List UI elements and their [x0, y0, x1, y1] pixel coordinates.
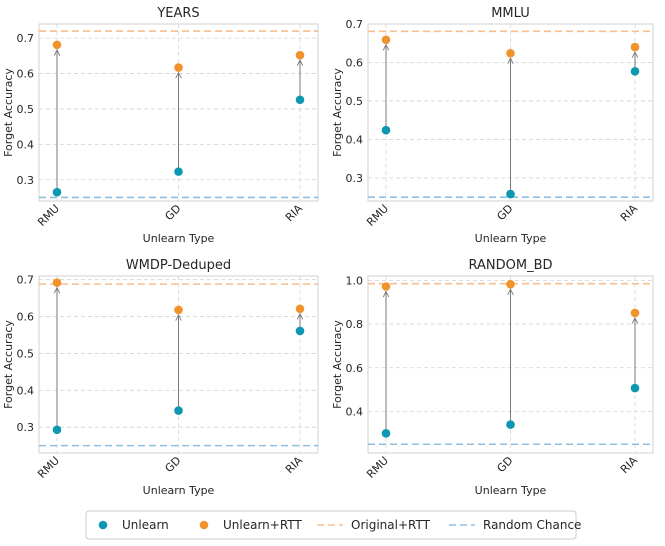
y-axis-label: Forget Accuracy [2, 68, 15, 157]
y-axis-label: Forget Accuracy [2, 320, 15, 409]
y-tick-label: 0.6 [346, 56, 364, 69]
legend-label: Original+RTT [351, 518, 431, 532]
subplot-title: WMDP-Deduped [126, 258, 231, 273]
unlearn-point [295, 326, 305, 336]
y-tick-label: 0.5 [346, 95, 364, 108]
unlearn-point [630, 383, 640, 393]
unlearn-rtt-point [381, 35, 391, 45]
legend-label: Random Chance [483, 518, 581, 532]
unlearn-point [295, 95, 305, 105]
unlearn-rtt-point [295, 304, 305, 314]
y-tick-label: 0.3 [346, 172, 364, 185]
subplot-title: YEARS [156, 6, 199, 21]
unlearn-rtt-point [381, 282, 391, 291]
y-tick-label: 0.4 [346, 133, 364, 146]
legend-marker [98, 520, 108, 530]
unlearn-rtt-point [506, 48, 515, 58]
unlearn-point [506, 189, 515, 199]
unlearn-point [381, 429, 391, 438]
subplot-title: RANDOM_BD [468, 258, 552, 273]
y-tick-label: 0.3 [17, 421, 35, 434]
y-tick-label: 0.4 [346, 405, 364, 418]
unlearn-rtt-point [630, 42, 640, 52]
unlearn-rtt-point [174, 63, 183, 72]
unlearn-rtt-point [506, 280, 515, 289]
y-tick-label: 0.7 [17, 32, 35, 45]
y-axis-label: Forget Accuracy [331, 68, 344, 157]
y-tick-label: 0.4 [17, 138, 35, 151]
x-axis-label: Unlearn Type [475, 232, 547, 245]
legend-item-random-chance: Random Chance [449, 518, 581, 532]
y-tick-label: 0.5 [17, 103, 35, 116]
legend-label: Unlearn [122, 518, 169, 532]
unlearn-point [506, 420, 515, 429]
unlearn-point [174, 406, 183, 415]
unlearn-point [174, 167, 183, 176]
unlearn-point [52, 187, 62, 197]
legend: Unlearn Unlearn+RTT Original+RTT Random Cha… [85, 510, 581, 540]
legend-item-unlearn: Unlearn [98, 518, 169, 532]
y-tick-label: 0.3 [17, 174, 35, 187]
unlearn-rtt-point [52, 278, 62, 287]
x-axis-label: Unlearn Type [143, 484, 215, 497]
y-axis-label: Forget Accuracy [331, 320, 344, 409]
y-tick-label: 0.5 [17, 347, 35, 360]
legend-item-original-rtt: Original+RTT [317, 518, 431, 532]
y-tick-label: 0.8 [346, 318, 364, 331]
unlearn-rtt-point [174, 305, 183, 315]
y-tick-label: 0.4 [17, 384, 35, 397]
unlearn-point [52, 425, 62, 435]
x-axis-label: Unlearn Type [143, 232, 215, 245]
legend-marker [199, 520, 209, 530]
y-tick-label: 1.0 [346, 274, 364, 287]
unlearn-rtt-point [52, 40, 62, 50]
unlearn-rtt-point [630, 308, 640, 318]
legend-label: Unlearn+RTT [223, 518, 302, 532]
x-axis-label: Unlearn Type [475, 484, 547, 497]
y-tick-label: 0.6 [17, 68, 35, 81]
subplot-title: MMLU [491, 6, 530, 21]
unlearn-point [381, 125, 391, 135]
unlearn-point [630, 67, 640, 76]
unlearn-rtt-point [295, 50, 305, 60]
y-tick-label: 0.7 [346, 18, 364, 31]
y-tick-label: 0.6 [346, 362, 364, 375]
y-tick-label: 0.6 [17, 311, 35, 324]
y-tick-label: 0.7 [17, 274, 35, 287]
legend-item-unlearn-rtt: Unlearn+RTT [199, 518, 302, 532]
